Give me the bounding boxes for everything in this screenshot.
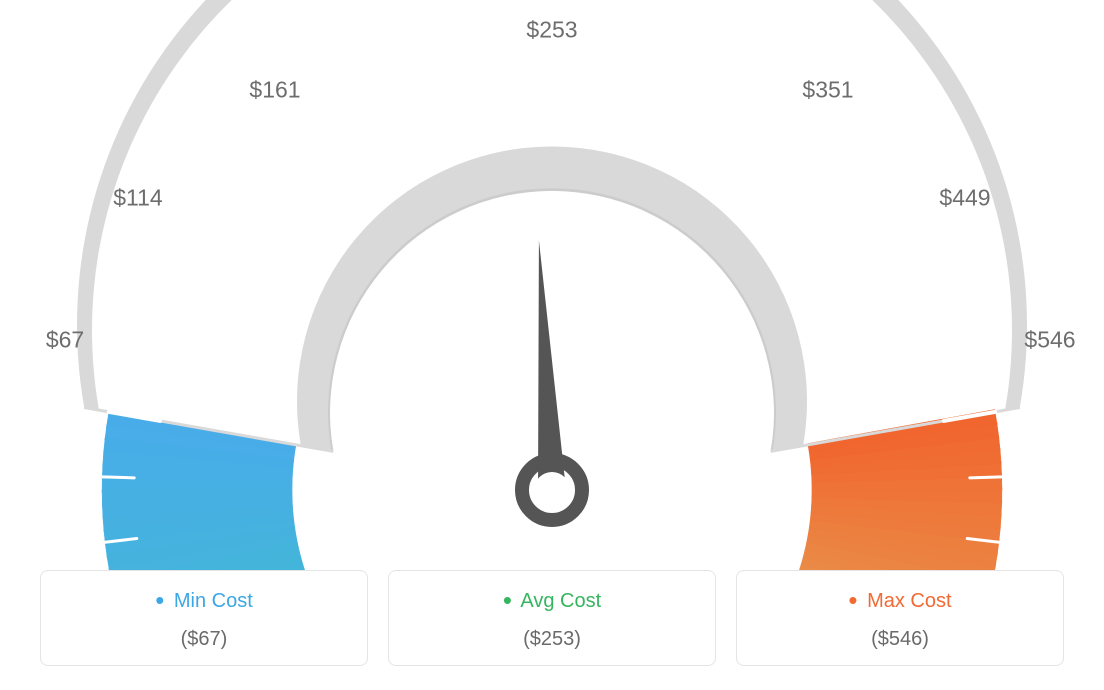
avg-cost-card: • Avg Cost ($253) <box>388 570 716 666</box>
max-cost-card: • Max Cost ($546) <box>736 570 1064 666</box>
summary-cards: • Min Cost ($67) • Avg Cost ($253) • Max… <box>0 570 1104 666</box>
gauge-svg <box>0 0 1104 570</box>
dot-icon: • <box>848 585 857 615</box>
avg-cost-title: • Avg Cost <box>389 585 715 616</box>
avg-cost-label: Avg Cost <box>520 590 601 612</box>
gauge-tick-label: $351 <box>802 77 853 104</box>
max-cost-label: Max Cost <box>867 590 951 612</box>
gauge-tick-label: $161 <box>249 77 300 104</box>
gauge-tick-label: $546 <box>1024 327 1075 354</box>
gauge-chart: $67 $114 $161 $253 $351 $449 $546 <box>0 0 1104 570</box>
min-cost-title: • Min Cost <box>41 585 367 616</box>
min-cost-value: ($67) <box>41 628 367 651</box>
gauge-tick-label: $449 <box>939 185 990 212</box>
min-cost-label: Min Cost <box>174 590 253 612</box>
min-cost-card: • Min Cost ($67) <box>40 570 368 666</box>
gauge-tick-label: $253 <box>526 17 577 44</box>
dot-icon: • <box>503 585 512 615</box>
avg-cost-value: ($253) <box>389 628 715 651</box>
max-cost-title: • Max Cost <box>737 585 1063 616</box>
max-cost-value: ($546) <box>737 628 1063 651</box>
gauge-tick-label: $114 <box>113 185 162 212</box>
dot-icon: • <box>155 585 164 615</box>
gauge-tick-label: $67 <box>46 327 84 354</box>
